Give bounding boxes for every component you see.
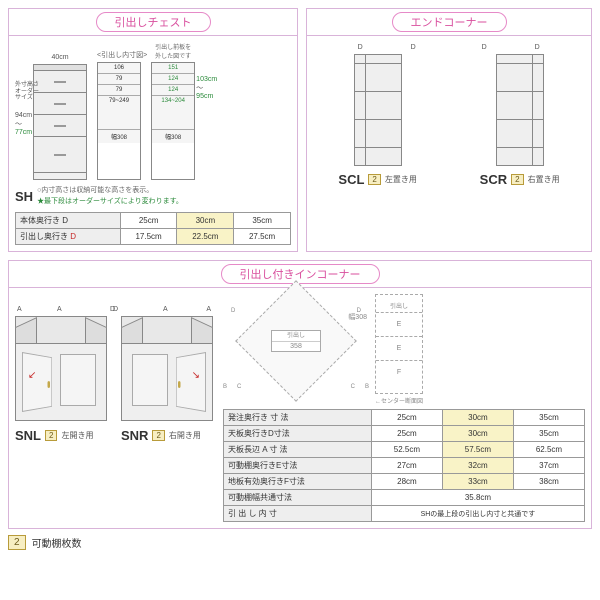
model-sh: SH <box>15 189 33 204</box>
note-1: ○内寸高さは収納可能な高さを表示。 <box>37 186 291 195</box>
spec-table-corner: 発注奥行き 寸 法25cm30cm35cm 天板奥行きD寸法25cm30cm35… <box>223 409 585 522</box>
panel-title: 引出しチェスト <box>96 12 211 32</box>
panel-header: 引出しチェスト <box>9 9 297 36</box>
shelf-badge: 2 <box>45 430 57 441</box>
legend: 2 可動棚枚数 <box>8 535 592 550</box>
model-scl: SCL <box>338 172 364 187</box>
panel-in-corner: 引出し付きインコーナー A A D ↙ SNL 2 <box>8 260 592 529</box>
usage-label: 右開き用 <box>169 430 201 441</box>
model-snl: SNL <box>15 428 41 443</box>
panel-body: 40cm 外寸高さ オーダー サイズ 94cm 〜 77cm <box>9 36 297 251</box>
model-scr: SCR <box>480 172 507 187</box>
order-label: 外寸高さ オーダー サイズ <box>15 82 39 102</box>
model-snr: SNR <box>121 428 148 443</box>
snl-block: A A D ↙ SNL 2 左開き用 <box>15 316 107 522</box>
row-label: 引出し奥行き D <box>16 229 121 245</box>
panel-title: 引出し付きインコーナー <box>221 264 380 284</box>
snr-block: D A A ↘ SNR 2 右開き用 <box>121 316 213 522</box>
shelf-badge: 2 <box>152 430 164 441</box>
elevation-view: 引出し E E F ←センター断面図 <box>375 294 423 405</box>
panel-body: A A D ↙ SNL 2 左開き用 <box>9 288 591 528</box>
panel-drawer-chest: 引出しチェスト 40cm 外寸高さ オーダー サイズ 94cm <box>8 8 298 252</box>
corner-cabinets: A A D ↙ SNL 2 左開き用 <box>15 294 213 522</box>
usage-label: 右置き用 <box>528 174 560 185</box>
row-label: 本体奥行き D <box>16 213 121 229</box>
panel-title: エンドコーナー <box>392 12 507 32</box>
legend-badge: 2 <box>8 535 26 550</box>
panel-header: エンドコーナー <box>307 9 591 36</box>
note-2: ★最下段はオーダーサイズにより変わります。 <box>37 197 291 206</box>
plan-view: <内寸図> 引出し前板と扉 を外した図です 引出し 358 幅308 B C C… <box>223 294 369 394</box>
internal-diagram-a: <引出し内寸図> 106 79 79 79~249 幅308 <box>97 50 147 180</box>
shelf-badge: 2 <box>511 174 523 185</box>
usage-label: 左置き用 <box>385 174 417 185</box>
width-dim: 40cm <box>33 54 87 61</box>
cabinet-diagram: 40cm 外寸高さ オーダー サイズ 94cm 〜 77cm <box>33 64 87 180</box>
scl-block: D D SCL 2 左置き用 <box>338 54 416 189</box>
usage-label: 左開き用 <box>61 430 93 441</box>
shelf-badge: 2 <box>368 174 380 185</box>
legend-text: 可動棚枚数 <box>32 535 82 550</box>
plan-and-spec: <内寸図> 引出し前板と扉 を外した図です 引出し 358 幅308 B C C… <box>223 294 585 522</box>
spec-table-sh: 本体奥行き D 25cm 30cm 35cm 引出し奥行き D 17.5cm 2… <box>15 212 291 245</box>
internal-diagram-b: 引出し前板を 外した図です 151 124 124 134~204 幅308 1… <box>151 42 195 180</box>
panel-end-corner: エンドコーナー D D SCL 2 左置き用 <box>306 8 592 252</box>
panel-body: D D SCL 2 左置き用 D <box>307 36 591 195</box>
scr-block: D D SCR 2 右置き用 <box>480 54 560 189</box>
